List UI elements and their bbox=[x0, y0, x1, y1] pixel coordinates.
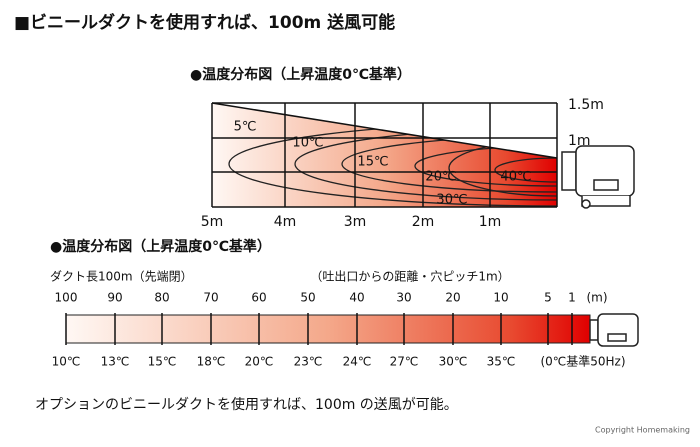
x-label: 3m bbox=[344, 214, 367, 230]
contour-label: 30℃ bbox=[436, 193, 467, 208]
heater-icon bbox=[589, 313, 639, 347]
duct-bar bbox=[65, 314, 591, 344]
contour-label: 5℃ bbox=[234, 120, 257, 135]
x-label: 2m bbox=[412, 214, 435, 230]
y-label: 1.5m bbox=[568, 97, 604, 113]
contours bbox=[228, 121, 557, 207]
temperature-label: 15℃ bbox=[148, 355, 177, 369]
distance-label: 100 bbox=[55, 291, 78, 305]
temperature-label: 24℃ bbox=[343, 355, 372, 369]
copyright: Copyright Homemaking bbox=[595, 426, 690, 435]
temperature-diagram bbox=[211, 102, 558, 208]
temperature-label: 20℃ bbox=[245, 355, 274, 369]
distance-label: (m) bbox=[586, 291, 607, 305]
x-label: 5m bbox=[201, 214, 224, 230]
page-title: ■ビニールダクトを使用すれば、100m 送風可能 bbox=[14, 12, 395, 33]
temperature-label: 18℃ bbox=[197, 355, 226, 369]
distance-label: 90 bbox=[107, 291, 122, 305]
contour-label: 40℃ bbox=[500, 170, 531, 185]
distance-note: （吐出口からの距離・穴ピッチ1m） bbox=[310, 269, 509, 284]
contour-label: 10℃ bbox=[292, 136, 323, 151]
distance-label: 60 bbox=[251, 291, 266, 305]
distance-label: 1 bbox=[568, 291, 576, 305]
distance-label: 70 bbox=[203, 291, 218, 305]
temperature-label: 23℃ bbox=[294, 355, 323, 369]
temperature-label: 35℃ bbox=[487, 355, 516, 369]
heater-icon bbox=[561, 145, 635, 209]
y-label: 1m bbox=[568, 133, 591, 149]
temperature-label: 10℃ bbox=[52, 355, 81, 369]
caption: オプションのビニールダクトを使用すれば、100m の送風が可能。 bbox=[35, 396, 458, 413]
x-label: 1m bbox=[479, 214, 502, 230]
distance-label: 40 bbox=[349, 291, 364, 305]
duct-label: ダクト長100m（先端閉） bbox=[50, 269, 193, 284]
distance-label: 50 bbox=[300, 291, 315, 305]
contour-label: 20℃ bbox=[425, 170, 456, 185]
distance-label: 5 bbox=[544, 291, 552, 305]
temperature-label: 27℃ bbox=[390, 355, 419, 369]
distance-label: 20 bbox=[445, 291, 460, 305]
temperature-label: (0℃基準50Hz) bbox=[540, 354, 625, 369]
distance-label: 80 bbox=[154, 291, 169, 305]
temperature-label: 13℃ bbox=[101, 355, 130, 369]
distance-label: 30 bbox=[396, 291, 411, 305]
diagram-heading: ●温度分布図（上昇温度0℃基準） bbox=[50, 238, 271, 255]
distance-label: 10 bbox=[493, 291, 508, 305]
diagram-heading: ●温度分布図（上昇温度0℃基準） bbox=[190, 66, 411, 83]
heat-area bbox=[212, 103, 557, 207]
temperature-label: 30℃ bbox=[439, 355, 468, 369]
contour-label: 15℃ bbox=[357, 155, 388, 170]
x-label: 4m bbox=[274, 214, 297, 230]
